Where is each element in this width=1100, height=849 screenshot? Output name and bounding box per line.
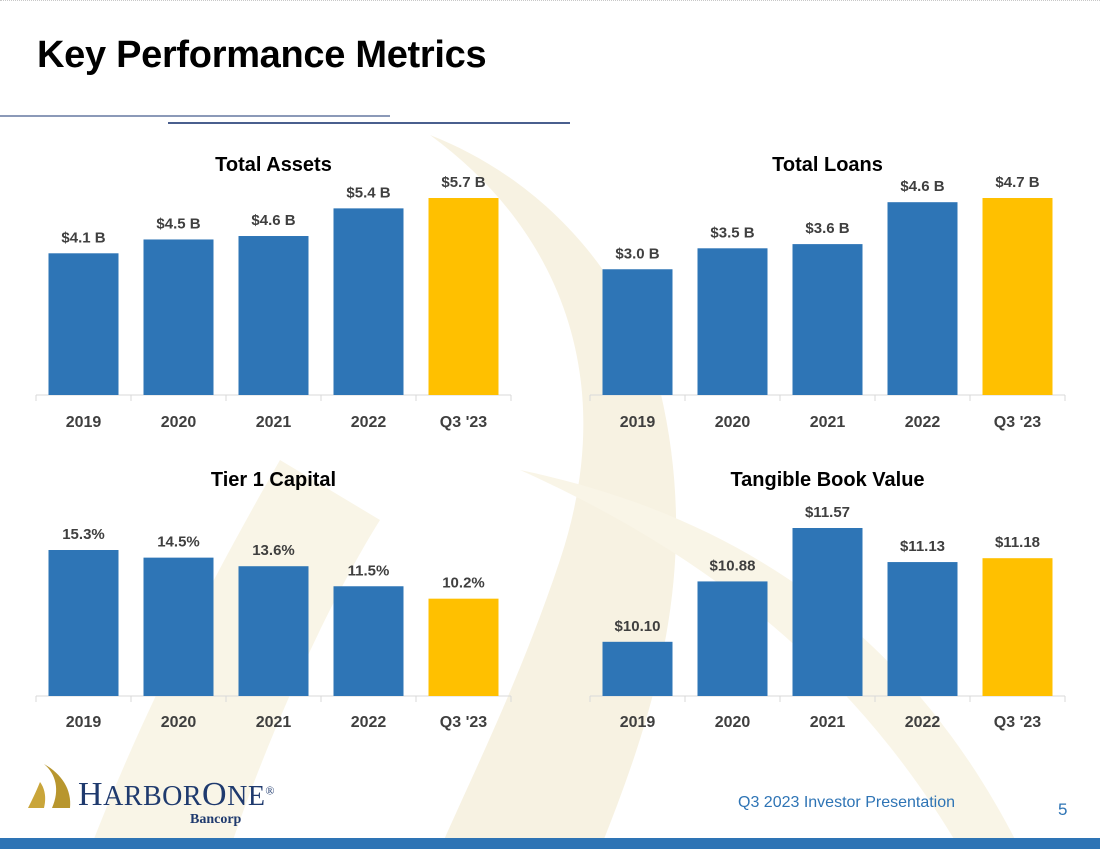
x-tick-label: 2021 bbox=[810, 714, 846, 731]
x-tick-label: 2020 bbox=[715, 714, 751, 731]
bar bbox=[238, 236, 309, 395]
bar-value-label: $5.7 B bbox=[441, 174, 485, 191]
bar-value-label: $3.5 B bbox=[710, 224, 754, 241]
bar-value-label: 15.3% bbox=[62, 526, 105, 543]
x-tick-label: Q3 '23 bbox=[994, 714, 1041, 731]
logo-subtitle: Bancorp bbox=[190, 812, 242, 827]
bar-value-label: $4.7 B bbox=[995, 174, 1039, 191]
bar bbox=[982, 558, 1053, 696]
x-tick-label: 2019 bbox=[66, 414, 102, 431]
x-tick-label: 2021 bbox=[256, 414, 292, 431]
bar bbox=[697, 581, 768, 696]
bar-value-label: $10.88 bbox=[710, 557, 756, 574]
bar bbox=[428, 598, 499, 696]
x-tick-label: 2020 bbox=[161, 714, 197, 731]
bar-value-label: 10.2% bbox=[442, 575, 485, 592]
bar-value-label: 13.6% bbox=[252, 542, 295, 559]
x-tick-label: 2022 bbox=[351, 714, 387, 731]
x-tick-label: 2022 bbox=[905, 414, 941, 431]
bar-value-label: $10.10 bbox=[615, 618, 661, 635]
x-tick-label: 2022 bbox=[351, 414, 387, 431]
bar bbox=[143, 239, 214, 395]
chart-title: Tangible Book Value bbox=[730, 469, 924, 491]
x-tick-label: 2022 bbox=[905, 714, 941, 731]
tier-1-capital-chart: Tier 1 Capital 15.3% 2019 14.5% 2020 13.6% 202… bbox=[35, 469, 512, 731]
bar bbox=[428, 198, 499, 395]
bar bbox=[48, 550, 119, 696]
page-title: Key Performance Metrics bbox=[37, 34, 487, 76]
title-rule-light bbox=[0, 115, 390, 117]
bar bbox=[887, 562, 958, 696]
x-tick-label: Q3 '23 bbox=[440, 714, 487, 731]
logo-wordmark: HARBORONE® bbox=[78, 776, 276, 813]
sail-logo-icon bbox=[28, 764, 71, 808]
bar bbox=[333, 586, 404, 696]
x-tick-label: Q3 '23 bbox=[994, 414, 1041, 431]
bar-value-label: $3.0 B bbox=[615, 245, 659, 262]
bar bbox=[602, 641, 673, 696]
bar bbox=[792, 528, 863, 696]
bar bbox=[238, 566, 309, 696]
bar bbox=[982, 198, 1053, 395]
bar-value-label: $4.6 B bbox=[900, 178, 944, 195]
bar bbox=[48, 253, 119, 395]
x-tick-label: 2019 bbox=[620, 714, 656, 731]
x-tick-label: 2021 bbox=[256, 714, 292, 731]
bar bbox=[143, 557, 214, 696]
harborone-logo: HARBORONE® Bancorp bbox=[26, 760, 286, 830]
x-tick-label: 2019 bbox=[66, 714, 102, 731]
x-tick-label: 2019 bbox=[620, 414, 656, 431]
bar bbox=[887, 202, 958, 395]
top-dotted-border bbox=[0, 0, 1100, 3]
bar-value-label: $11.57 bbox=[805, 504, 850, 521]
bar bbox=[792, 244, 863, 395]
bar-value-label: $4.6 B bbox=[251, 212, 295, 229]
tangible-book-value-chart: Tangible Book Value $10.10 2019 $10.88 2020 $… bbox=[589, 469, 1066, 731]
bar-value-label: $4.5 B bbox=[156, 215, 200, 232]
x-tick-label: Q3 '23 bbox=[440, 414, 487, 431]
x-tick-label: 2020 bbox=[715, 414, 751, 431]
page-number: 5 bbox=[1058, 800, 1068, 819]
bar-value-label: $4.1 B bbox=[61, 229, 105, 246]
bar bbox=[602, 269, 673, 395]
bar bbox=[333, 208, 404, 395]
bar-value-label: $11.18 bbox=[995, 534, 1040, 551]
chart-title: Total Loans bbox=[772, 154, 883, 176]
bar-value-label: $5.4 B bbox=[346, 184, 390, 201]
bar-value-label: $3.6 B bbox=[805, 220, 849, 237]
x-tick-label: 2020 bbox=[161, 414, 197, 431]
bar-value-label: 11.5% bbox=[348, 562, 390, 579]
bar-value-label: $11.13 bbox=[900, 538, 945, 555]
chart-title: Tier 1 Capital bbox=[211, 469, 336, 491]
footer-presentation-label: Q3 2023 Investor Presentation bbox=[738, 794, 956, 811]
x-tick-label: 2021 bbox=[810, 414, 846, 431]
chart-title: Total Assets bbox=[215, 154, 332, 176]
title-rule-dark bbox=[168, 122, 570, 124]
bar-value-label: 14.5% bbox=[157, 534, 200, 551]
footer-bar bbox=[0, 838, 1100, 849]
total-loans-chart: Total Loans $3.0 B 2019 $3.5 B 2020 $3.6 B 202… bbox=[589, 154, 1066, 431]
bar bbox=[697, 248, 768, 395]
total-assets-chart: Total Assets $4.1 B 2019 $4.5 B 2020 $4.6 B 20… bbox=[35, 154, 512, 431]
